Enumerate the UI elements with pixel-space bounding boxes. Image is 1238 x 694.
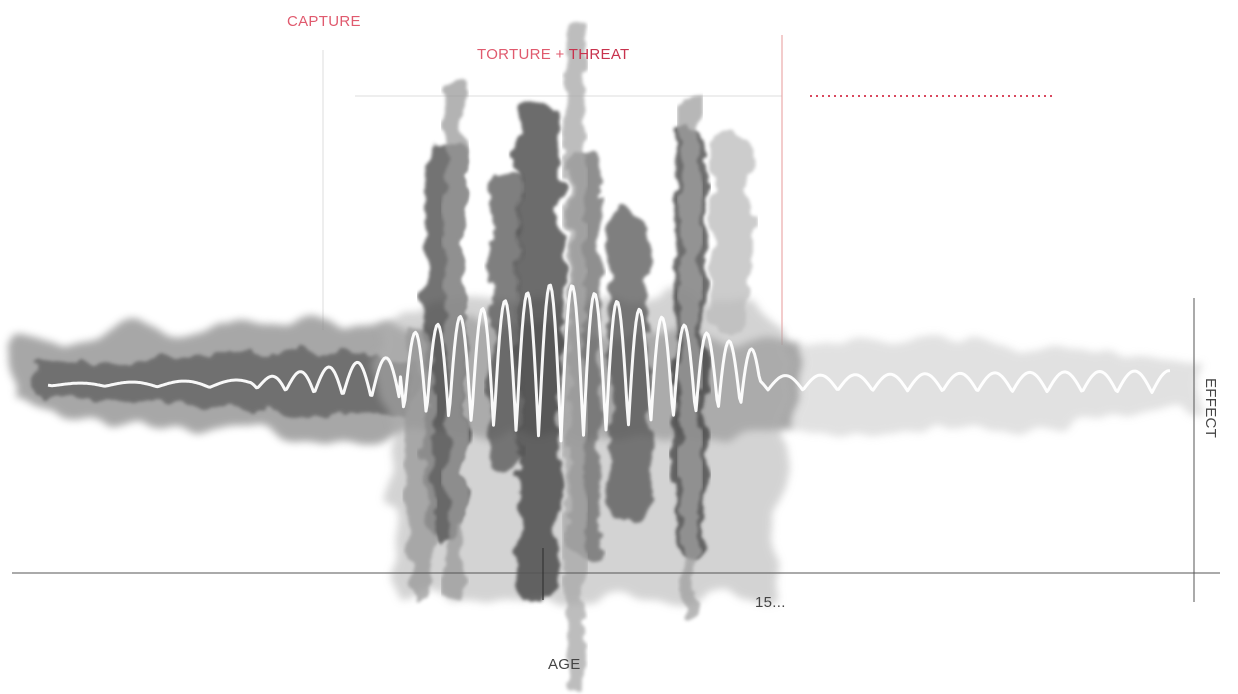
dark-wash — [30, 350, 420, 420]
light-wash — [800, 338, 1200, 433]
x-axis-label: AGE — [548, 656, 581, 673]
ink-spike — [517, 100, 563, 600]
y-axis-label: EFFECT — [1202, 378, 1219, 438]
effect-wave — [47, 283, 1171, 443]
torture-threat-label: TORTURE + THREAT — [477, 46, 629, 63]
ink-spike — [610, 210, 650, 520]
torture-label: TORTURE + — [477, 46, 569, 63]
ink-spike — [710, 130, 750, 330]
ink-spike — [566, 20, 584, 690]
threat-label: THREAT — [569, 46, 630, 63]
ink-washes — [12, 300, 1200, 600]
ink-spike — [490, 170, 520, 470]
capture-label: CAPTURE — [287, 13, 361, 30]
ink-spikes — [407, 20, 750, 690]
age-mark-label: 15... — [755, 594, 786, 611]
